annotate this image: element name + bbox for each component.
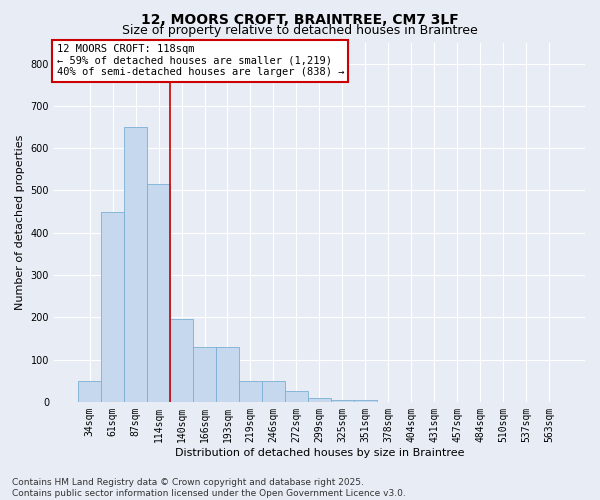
Text: Contains HM Land Registry data © Crown copyright and database right 2025.
Contai: Contains HM Land Registry data © Crown c…	[12, 478, 406, 498]
Bar	[308, 398, 331, 402]
Text: Size of property relative to detached houses in Braintree: Size of property relative to detached ho…	[122, 24, 478, 37]
Bar	[354, 400, 377, 402]
Text: 12 MOORS CROFT: 118sqm
← 59% of detached houses are smaller (1,219)
40% of semi-: 12 MOORS CROFT: 118sqm ← 59% of detached…	[56, 44, 344, 78]
Bar	[78, 380, 101, 402]
Bar	[239, 380, 262, 402]
Bar	[193, 347, 216, 402]
Bar	[285, 392, 308, 402]
X-axis label: Distribution of detached houses by size in Braintree: Distribution of detached houses by size …	[175, 448, 464, 458]
Bar	[262, 380, 285, 402]
Bar	[216, 347, 239, 402]
Bar	[147, 184, 170, 402]
Bar	[124, 127, 147, 402]
Bar	[101, 212, 124, 402]
Bar	[170, 320, 193, 402]
Text: 12, MOORS CROFT, BRAINTREE, CM7 3LF: 12, MOORS CROFT, BRAINTREE, CM7 3LF	[141, 12, 459, 26]
Y-axis label: Number of detached properties: Number of detached properties	[15, 134, 25, 310]
Bar	[331, 400, 354, 402]
